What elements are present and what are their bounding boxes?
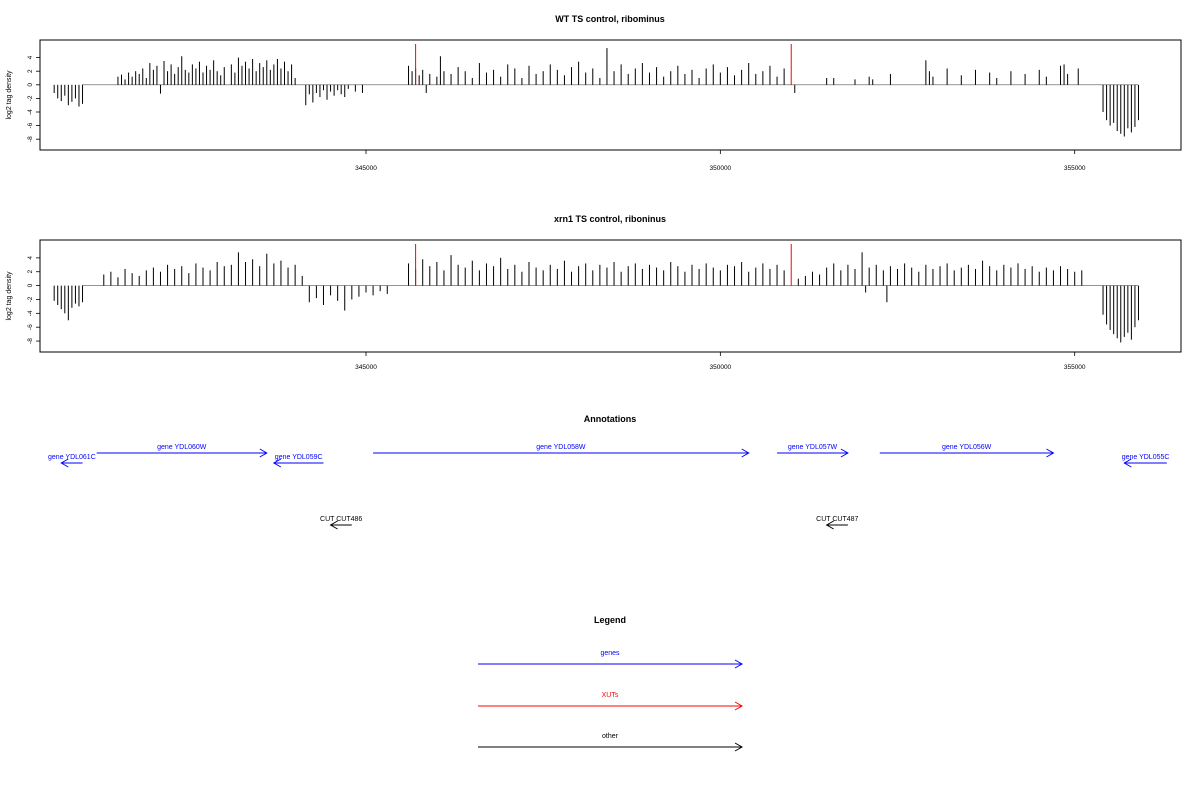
legend-xut-label: XUTs — [602, 692, 619, 699]
legend-panel: Legend genes XUTs other — [478, 615, 744, 752]
y-tick-label: 4 — [27, 256, 34, 260]
y-tick-label: 2 — [27, 270, 34, 274]
gene-annotation-label: gene YDL061C — [48, 454, 96, 461]
legend-title: Legend — [594, 615, 626, 625]
gene-annotation-arrowhead — [840, 448, 849, 458]
cut-annotation-label: CUT CUT486 — [320, 516, 362, 523]
y-tick-label: -8 — [27, 136, 34, 142]
y-tick-label: -4 — [27, 109, 34, 115]
gene-annotation-label: gene YDL060W — [157, 444, 207, 451]
plot-frame — [39, 39, 1182, 151]
gene-annotation-arrowhead — [1123, 458, 1132, 468]
chart-title: xrn1 TS control, riboninus — [554, 214, 666, 224]
legend-xut-arrowhead — [734, 701, 744, 711]
y-tick-label: 0 — [27, 283, 34, 287]
y-tick-label: -2 — [27, 95, 34, 101]
gene-annotation-arrowhead — [259, 448, 268, 458]
annotations-panel: Annotations gene YDL061C gene YDL060W gene … — [48, 414, 1170, 530]
gene-annotation-arrowhead — [1046, 448, 1055, 458]
y-axis-label: log2 tag density — [6, 70, 13, 120]
x-tick-label: 350000 — [709, 165, 731, 172]
xrn1-density-panel: xrn1 TS control, riboninus log2 tag densi… — [6, 214, 1182, 371]
y-tick-label: 0 — [27, 83, 34, 87]
legend-other-arrowhead — [734, 742, 744, 752]
gene-annotation-label: gene YDL058W — [536, 444, 586, 451]
wt-density-panel: WT TS control, ribominus log2 tag density… — [6, 14, 1182, 172]
gene-annotation-label: gene YDL057W — [788, 444, 838, 451]
gene-annotation-label: gene YDL055C — [1122, 454, 1170, 461]
chart-title: WT TS control, ribominus — [555, 14, 665, 24]
gene-annotation-arrowhead — [272, 458, 282, 468]
y-tick-label: 4 — [27, 55, 34, 59]
cut-annotation-arrowhead — [825, 520, 834, 530]
x-tick-label: 345000 — [355, 364, 377, 371]
legend-gene-label: genes — [600, 650, 620, 657]
gene-annotation-label: gene YDL059C — [275, 454, 323, 461]
x-tick-label: 350000 — [709, 364, 731, 371]
y-tick-label: -6 — [27, 324, 34, 330]
plot-frame — [39, 239, 1182, 353]
gene-annotation-arrowhead — [60, 458, 69, 468]
y-tick-label: -2 — [27, 296, 34, 302]
x-tick-label: 345000 — [355, 165, 377, 172]
legend-other-label: other — [602, 733, 619, 740]
y-tick-label: -6 — [27, 122, 34, 128]
cut-annotation-arrowhead — [329, 520, 338, 530]
annotations-title: Annotations — [584, 414, 637, 424]
x-tick-label: 355000 — [1064, 364, 1086, 371]
y-tick-label: -8 — [27, 338, 34, 344]
gene-annotation-arrowhead — [741, 448, 750, 458]
legend-gene-arrowhead — [734, 659, 744, 669]
x-tick-label: 355000 — [1064, 165, 1086, 172]
cut-annotation-label: CUT CUT487 — [816, 516, 858, 523]
y-tick-label: 2 — [27, 69, 34, 73]
y-axis-label: log2 tag density — [6, 271, 13, 321]
gene-annotation-label: gene YDL056W — [942, 444, 992, 451]
y-tick-label: -4 — [27, 310, 34, 316]
